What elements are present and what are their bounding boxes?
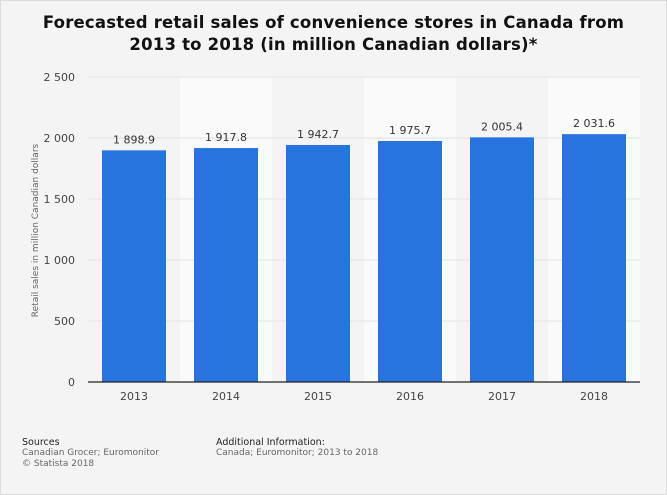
data-label: 1 942.7 (297, 128, 339, 141)
bar-2013 (102, 150, 166, 382)
x-tick-label: 2016 (396, 390, 424, 403)
x-tick-label: 2017 (488, 390, 516, 403)
additional-info-text: Canada; Euromonitor; 2013 to 2018 (216, 448, 379, 458)
data-label: 2 005.4 (481, 120, 523, 133)
y-tick-label: 2 500 (44, 71, 76, 84)
x-tick-label: 2018 (580, 390, 608, 403)
copyright-text: © Statista 2018 (22, 459, 95, 469)
bar-2015 (286, 144, 350, 382)
chart-title: Forecasted retail sales of convenience s… (42, 13, 625, 54)
x-tick-label: 2015 (304, 390, 332, 403)
y-axis-title: Retail sales in million Canadian dollars (31, 143, 41, 317)
additional-info-heading: Additional Information: (216, 437, 325, 448)
y-tick-label: 1 500 (44, 193, 76, 206)
y-tick-label: 500 (54, 315, 75, 328)
y-tick-label: 0 (68, 376, 75, 389)
y-tick-label: 1 000 (44, 254, 76, 267)
x-tick-label: 2013 (120, 390, 148, 403)
bar-2016 (378, 140, 442, 382)
data-label: 1 975.7 (389, 124, 431, 137)
data-label: 1 898.9 (113, 133, 155, 146)
bar-2017 (470, 137, 534, 382)
bar-2018 (562, 134, 626, 382)
data-label: 2 031.6 (573, 117, 615, 130)
sources-heading: Sources (22, 437, 60, 448)
sources-text: Canadian Grocer; Euromonitor (22, 448, 159, 458)
data-label: 1 917.8 (205, 131, 247, 144)
y-tick-label: 2 000 (44, 132, 76, 145)
additional-info-block: Additional Information: Canada; Euromoni… (216, 437, 378, 459)
x-tick-label: 2014 (212, 390, 240, 403)
sources-block: Sources Canadian Grocer; Euromonitor © S… (22, 437, 159, 470)
bar-2014 (194, 148, 258, 382)
